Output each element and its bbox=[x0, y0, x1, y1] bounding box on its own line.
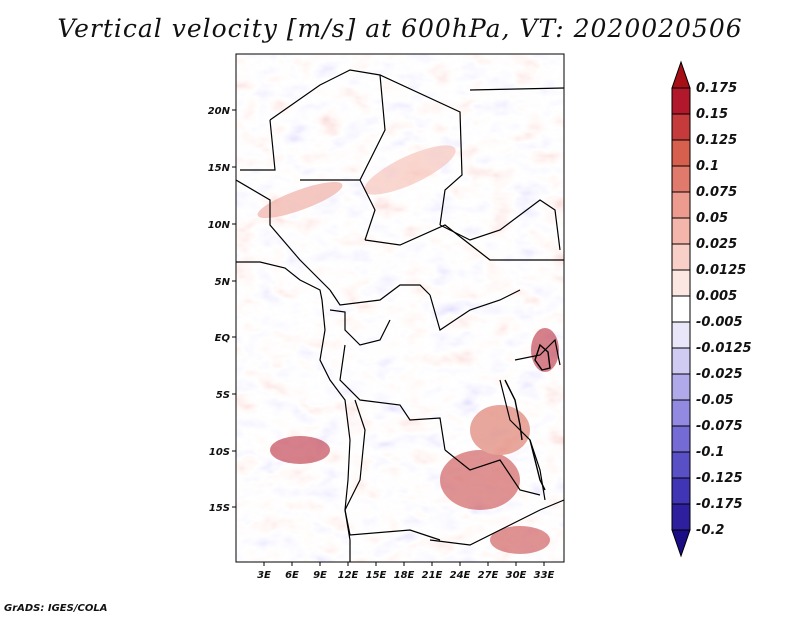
colorbar-box bbox=[671, 321, 691, 349]
colorbar-label: 0.025 bbox=[696, 237, 737, 252]
map-frame bbox=[235, 53, 565, 563]
lon-label: 33E bbox=[534, 570, 555, 581]
grads-credit: GrADS: IGES/COLA bbox=[4, 603, 108, 614]
lat-label: 5S bbox=[216, 390, 230, 401]
colorbar-label: 0.05 bbox=[696, 211, 728, 226]
colorbar-label: 0.1 bbox=[696, 159, 719, 174]
colorbar-box bbox=[671, 113, 691, 141]
colorbar-label: 0.075 bbox=[696, 185, 737, 200]
colorbar-label: 0.15 bbox=[696, 107, 728, 122]
lon-label: 24E bbox=[450, 570, 471, 581]
colorbar-box bbox=[671, 373, 691, 401]
colorbar-top-triangle bbox=[671, 60, 691, 89]
colorbar-box bbox=[671, 451, 691, 479]
lon-label: 15E bbox=[366, 570, 387, 581]
colorbar-label: 0.0125 bbox=[696, 263, 746, 278]
colorbar-label: -0.075 bbox=[696, 419, 743, 434]
lon-ticks bbox=[263, 562, 545, 566]
lon-label: 12E bbox=[338, 570, 359, 581]
lon-label: 3E bbox=[257, 570, 271, 581]
colorbar-box bbox=[671, 425, 691, 453]
country-borders bbox=[236, 69, 564, 546]
colorbar-box bbox=[671, 139, 691, 167]
colorbar-label: -0.0125 bbox=[696, 341, 752, 356]
lat-label: 15S bbox=[209, 503, 230, 514]
colorbar-box bbox=[671, 217, 691, 245]
colorbar-box bbox=[671, 191, 691, 219]
colorbar-label: -0.1 bbox=[696, 445, 724, 460]
colorbar-box bbox=[671, 347, 691, 375]
colorbar-label: 0.005 bbox=[696, 289, 737, 304]
lon-label: 21E bbox=[422, 570, 443, 581]
lat-label: 20N bbox=[208, 106, 231, 117]
coastline bbox=[236, 261, 351, 562]
colorbar-label: -0.025 bbox=[696, 367, 743, 382]
colorbar-label: -0.125 bbox=[696, 471, 743, 486]
colorbar-label: -0.2 bbox=[696, 523, 724, 538]
lakes bbox=[504, 343, 551, 491]
lon-label: 30E bbox=[506, 570, 527, 581]
lon-label: 9E bbox=[313, 570, 327, 581]
colorbar-label: -0.005 bbox=[696, 315, 743, 330]
colorbar-box bbox=[671, 165, 691, 193]
colorbar-box bbox=[671, 269, 691, 297]
velocity-field bbox=[236, 54, 564, 562]
lat-label: EQ bbox=[215, 333, 231, 344]
colorbar-label: -0.175 bbox=[696, 497, 743, 512]
lat-label: 5N bbox=[215, 277, 231, 288]
longitude-axis: 3E 6E 9E 12E 15E 18E 21E 24E 27E 30E 33E bbox=[257, 570, 554, 581]
colorbar-box bbox=[671, 295, 691, 323]
colorbar-box bbox=[671, 243, 691, 271]
colorbar-box bbox=[671, 503, 691, 531]
lon-label: 18E bbox=[394, 570, 415, 581]
lat-ticks bbox=[232, 109, 236, 508]
colorbar-label: 0.125 bbox=[696, 133, 737, 148]
latitude-axis: 20N 15N 10N 5N EQ 5S 10S 15S bbox=[208, 106, 231, 514]
lon-label: 27E bbox=[478, 570, 499, 581]
lat-label: 10S bbox=[209, 447, 230, 458]
lat-label: 15N bbox=[208, 163, 231, 174]
lon-label: 6E bbox=[285, 570, 299, 581]
colorbar-box bbox=[671, 87, 691, 115]
colorbar: 0.175 0.15 0.125 0.1 0.075 0.05 0.025 0.0125 0.0… bbox=[671, 60, 752, 558]
colorbar-box bbox=[671, 399, 691, 427]
colorbar-label: -0.05 bbox=[696, 393, 733, 408]
lat-label: 10N bbox=[208, 220, 231, 231]
colorbar-bottom-triangle bbox=[671, 529, 691, 558]
colorbar-box bbox=[671, 477, 691, 505]
chart-title: Vertical velocity [m/s] at 600hPa, VT: 2… bbox=[57, 14, 743, 43]
colorbar-label: 0.175 bbox=[696, 81, 737, 96]
